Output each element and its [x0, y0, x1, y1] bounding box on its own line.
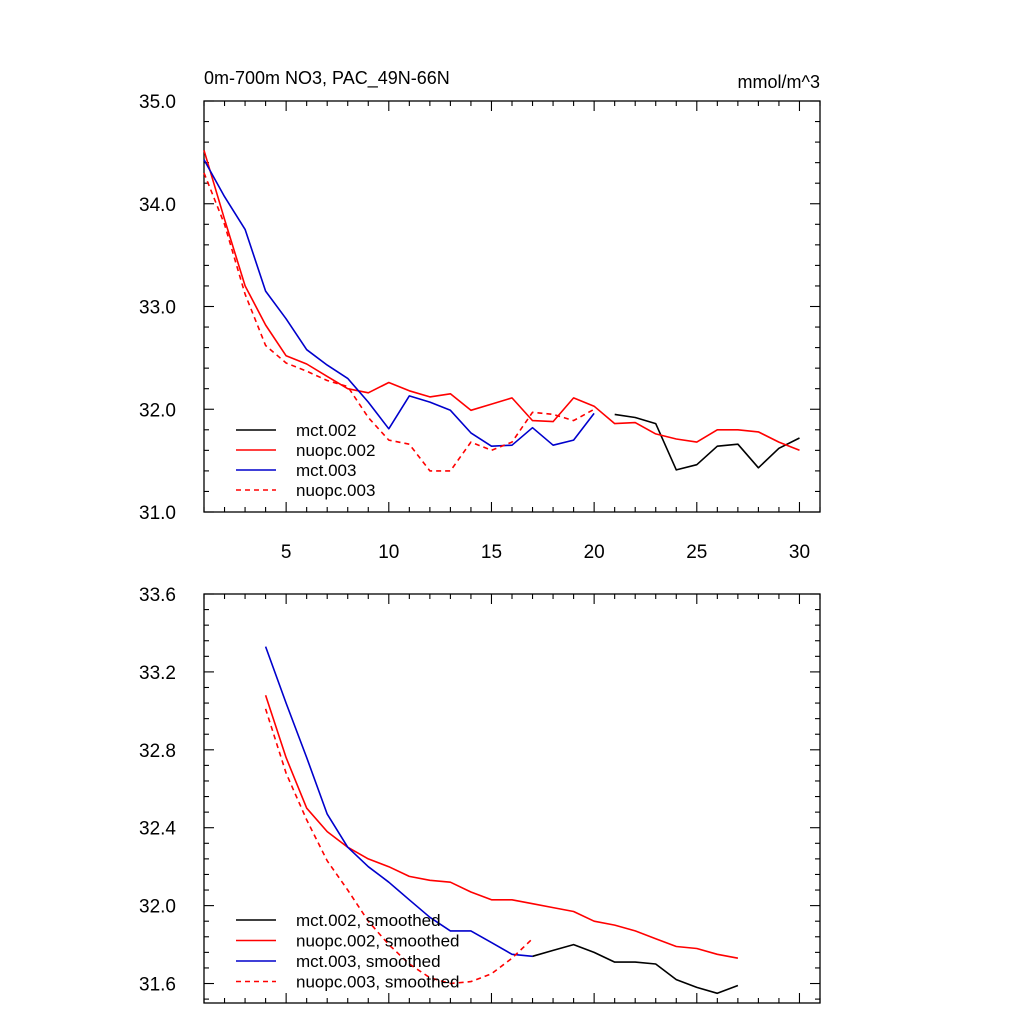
y-tick-label: 31.6 — [139, 975, 176, 996]
y-tick-label: 31.0 — [139, 503, 176, 524]
y-tick-label: 35.0 — [139, 92, 176, 113]
y-tick-label: 33.6 — [139, 585, 176, 606]
legend-label: nuopc.003, smoothed — [296, 973, 460, 992]
y-tick-label: 33.2 — [139, 663, 176, 684]
legend: mct.002, smoothed nuopc.002, smoothedmct.… — [236, 911, 460, 992]
chart-title: 0m-700m NO3, PAC_49N-66N — [204, 68, 450, 89]
legend-label: nuopc.002 — [296, 441, 375, 460]
series-line-nuopc-002-smoothed — [264, 695, 739, 959]
series-line-mct-002-smoothed — [532, 943, 739, 995]
legend-label: mct.002, smoothed — [296, 911, 441, 930]
x-tick-label: 10 — [378, 542, 399, 563]
top-panel: 5 10 15 20 25 3031.032.033.034.035.0mct.002nu… — [139, 92, 821, 563]
y-tick-label: 33.0 — [139, 298, 176, 319]
units-label: mmol/m^3 — [738, 72, 820, 92]
legend-label: nuopc.003 — [296, 481, 375, 500]
legend-label: nuopc.002, smoothed — [296, 932, 460, 951]
series-line-mct-003-smoothed — [264, 646, 533, 958]
x-tick-label: 30 — [789, 542, 810, 563]
legend-label: mct.002 — [296, 421, 356, 440]
series-line-nuopc-002 — [203, 150, 800, 452]
y-tick-label: 34.0 — [139, 195, 176, 216]
x-tick-label: 20 — [584, 542, 605, 563]
series-line-nuopc-003 — [203, 172, 595, 472]
y-tick-label: 32.8 — [139, 741, 176, 762]
x-tick-label: 25 — [686, 542, 707, 563]
legend-label: mct.003 — [296, 461, 356, 480]
x-tick-label: 5 — [281, 542, 292, 563]
series-line-nuopc-003-smoothed — [264, 708, 534, 985]
legend-label: mct.003, smoothed — [296, 952, 441, 971]
y-tick-label: 32.0 — [139, 897, 176, 918]
x-tick-label: 15 — [481, 542, 502, 563]
y-tick-label: 32.0 — [139, 400, 176, 421]
y-tick-label: 32.4 — [139, 819, 176, 840]
series-line-mct-002 — [614, 413, 800, 471]
series-line-mct-003 — [203, 159, 595, 448]
bottom-panel: 31.6 32.0 32.4 32.8 33.2 33.6 mct.002, smoothe… — [139, 585, 821, 1004]
